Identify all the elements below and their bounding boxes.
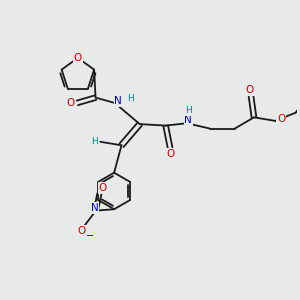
Text: N: N — [184, 115, 192, 125]
Text: O: O — [99, 183, 107, 193]
Text: H: H — [127, 94, 134, 103]
Text: O: O — [245, 85, 254, 95]
Text: H: H — [91, 137, 98, 146]
Text: N: N — [114, 96, 122, 106]
Text: O: O — [74, 53, 82, 63]
Text: O: O — [67, 98, 75, 108]
Text: N: N — [91, 203, 98, 213]
Text: O: O — [77, 226, 85, 236]
Text: O: O — [166, 148, 174, 159]
Text: H: H — [185, 106, 192, 116]
Text: −: − — [86, 231, 94, 241]
Text: O: O — [277, 114, 285, 124]
